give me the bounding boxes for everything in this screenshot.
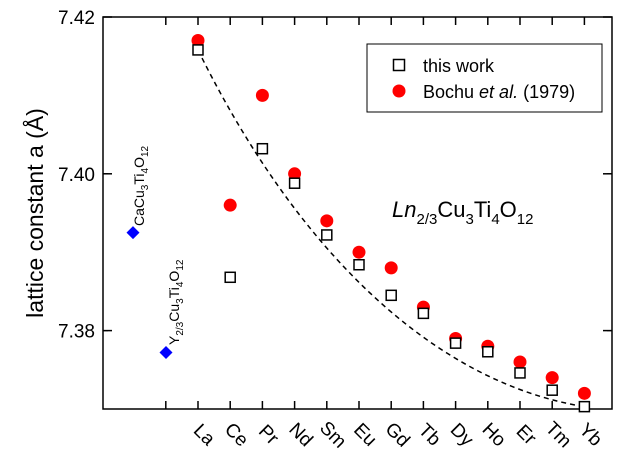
this-work-point <box>288 177 301 189</box>
this-work-point <box>417 307 430 320</box>
compound-annotation: Ln2/3Cu3Ti4O12 <box>392 197 533 228</box>
this-work-point <box>546 384 558 396</box>
x-tick-label: Yb <box>575 419 606 450</box>
annotation-ln: Ln <box>392 197 416 222</box>
bochu-point <box>513 355 527 369</box>
this-work-point <box>353 258 365 271</box>
fit-line-group <box>197 49 585 408</box>
this-work-point <box>482 346 494 358</box>
x-tick-label: Er <box>512 421 541 450</box>
x-tick-label: Ce <box>220 419 252 451</box>
legend-bochu-etal: et al. <box>479 82 518 102</box>
reference-points <box>126 226 173 360</box>
fit-line <box>197 49 585 408</box>
annotation-cu: Cu <box>437 197 465 222</box>
legend-bochu-year: (1979) <box>518 82 575 102</box>
legend-label-this-work: this work <box>423 56 495 76</box>
plot-area <box>102 16 613 410</box>
legend: this work Bochu et al. (1979) <box>366 43 603 113</box>
legend-label-bochu: Bochu et al. (1979) <box>423 82 575 102</box>
legend-box <box>366 43 603 113</box>
y-axis-ticks: 7.38 7.40 7.42 <box>58 8 612 343</box>
bochu-point <box>191 34 205 48</box>
x-tick-label: Ho <box>478 419 510 451</box>
y-tick-label: 7.42 <box>58 8 95 29</box>
bochu-point <box>255 88 269 102</box>
x-tick-label: Tb <box>414 420 445 451</box>
bochu-point <box>545 371 559 385</box>
series-this-work <box>192 44 591 413</box>
bochu-point <box>288 167 302 181</box>
bochu-point <box>223 198 237 212</box>
annotation-sub-ln: 2/3 <box>416 211 437 228</box>
reference-diamond <box>159 346 173 360</box>
x-tick-label: La <box>189 420 219 450</box>
annotation-sub-ti: 4 <box>491 211 499 228</box>
x-tick-label: Eu <box>349 419 380 450</box>
ref-label-y23cu3ti4o12: Y2/3Cu3Ti4O12 <box>166 259 186 345</box>
y-tick-label: 7.38 <box>58 322 95 343</box>
annotation-o: O <box>500 197 517 222</box>
this-work-point <box>385 289 397 302</box>
y-axis-label: lattice constant a (Å) <box>21 108 48 318</box>
x-tick-label: Tm <box>541 418 575 452</box>
x-tick-label: Sm <box>315 418 350 453</box>
reference-diamond <box>126 226 140 240</box>
ref-label-cacu3ti4o12: CaCu3Ti4O12 <box>131 145 151 226</box>
this-work-point <box>321 229 333 241</box>
x-tick-label: Nd <box>284 419 316 451</box>
legend-square-marker <box>392 58 406 72</box>
this-work-point <box>224 271 236 284</box>
legend-circle-marker <box>392 84 406 98</box>
annotation-sub-o: 12 <box>517 211 534 228</box>
this-work-point <box>578 400 591 413</box>
this-work-point <box>256 142 269 155</box>
x-tick-label: Dy <box>446 419 478 451</box>
bochu-point <box>577 386 591 400</box>
this-work-point <box>192 44 204 56</box>
annotation-sub-cu: 3 <box>465 211 473 228</box>
bochu-point <box>320 214 334 228</box>
y-tick-label: 7.40 <box>58 165 95 186</box>
bochu-point <box>352 245 366 259</box>
annotation-ti: Ti <box>474 197 492 222</box>
legend-bochu-author: Bochu <box>423 82 479 102</box>
this-work-point <box>449 337 462 349</box>
x-tick-label: Pr <box>254 421 283 450</box>
this-work-point <box>514 367 526 379</box>
x-tick-label: Gd <box>381 419 414 452</box>
bochu-point <box>384 261 398 275</box>
